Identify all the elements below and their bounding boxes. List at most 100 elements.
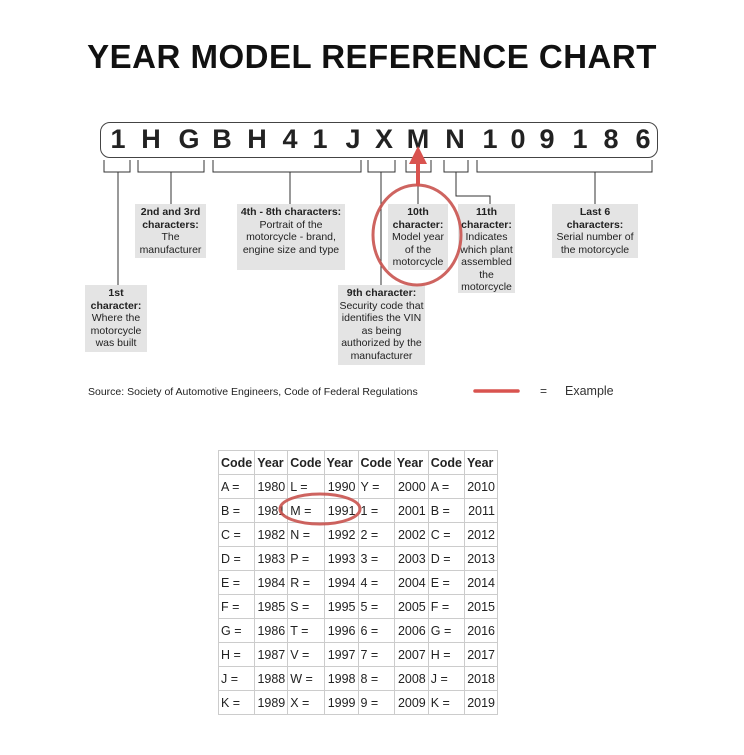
vin-character: H xyxy=(141,124,161,154)
header-year: Year xyxy=(323,450,359,475)
code-cell: F = xyxy=(217,594,256,619)
table-row: A = 1980 L = 1990 Y = 2000 A = 2010 xyxy=(217,474,498,499)
table-row: G = 1986 T = 1996 6 = 2006 G = 2016 xyxy=(217,618,498,643)
code-cell: W = xyxy=(287,666,325,691)
code-cell: H = xyxy=(427,642,466,667)
year-cell: 1992 xyxy=(323,522,359,547)
year-cell: 1983 xyxy=(254,546,289,571)
year-cell: 1995 xyxy=(323,594,359,619)
table-row: J = 1988 W = 1998 8 = 2008 J = 2018 xyxy=(217,666,498,691)
year-cell: 1982 xyxy=(254,522,289,547)
code-cell: 8 = xyxy=(357,666,395,691)
code-cell: L = xyxy=(287,474,325,499)
legend-example-label: Example xyxy=(565,384,614,398)
code-cell: D = xyxy=(427,546,466,571)
year-cell: 2014 xyxy=(464,570,498,595)
year-cell: 2007 xyxy=(393,642,429,667)
table-row: E = 1984 R = 1994 4 = 2004 E = 2014 xyxy=(217,570,498,595)
source-note: Source: Society of Automotive Engineers,… xyxy=(88,386,418,398)
code-cell: 7 = xyxy=(357,642,395,667)
table-row: H = 1987 V = 1997 7 = 2007 H = 2017 xyxy=(217,642,498,667)
year-cell: 2008 xyxy=(393,666,429,691)
label-9th-character: 9th character: Security code that identif… xyxy=(338,285,425,365)
year-cell: 2011 xyxy=(464,498,498,523)
code-cell: A = xyxy=(217,474,256,499)
year-cell: 2017 xyxy=(464,642,498,667)
code-cell: Y = xyxy=(357,474,395,499)
code-cell: 5 = xyxy=(357,594,395,619)
year-cell: 1987 xyxy=(254,642,289,667)
year-cell: 2012 xyxy=(464,522,498,547)
label-1st-character: 1st character: Where the motorcycle was b… xyxy=(85,285,147,352)
year-cell: 2009 xyxy=(393,690,429,715)
code-cell: A = xyxy=(427,474,466,499)
year-cell: 1986 xyxy=(254,618,289,643)
code-cell: T = xyxy=(287,618,325,643)
vin-character: X xyxy=(374,124,394,154)
code-cell: E = xyxy=(217,570,256,595)
year-cell: 2013 xyxy=(464,546,498,571)
year-cell: 1997 xyxy=(323,642,359,667)
code-cell: J = xyxy=(217,666,256,691)
table-row: B = 1981 M = 1991 1 = 2001 B = 2011 xyxy=(217,498,498,523)
table-row: D = 1983 P = 1993 3 = 2003 D = 2013 xyxy=(217,546,498,571)
code-cell: F = xyxy=(427,594,466,619)
year-cell: 2019 xyxy=(464,690,498,715)
header-year: Year xyxy=(393,450,429,475)
code-cell: P = xyxy=(287,546,325,571)
label-11th-character: 11th character: Indicates which plant ass… xyxy=(458,204,515,293)
year-cell: 2018 xyxy=(464,666,498,691)
code-cell: C = xyxy=(217,522,256,547)
code-cell: B = xyxy=(217,498,256,523)
vin-character: 1 xyxy=(312,124,328,154)
code-cell: D = xyxy=(217,546,256,571)
code-cell: G = xyxy=(427,618,466,643)
label-last-6-characters: Last 6 characters: Serial number of the m… xyxy=(552,204,638,258)
code-cell: J = xyxy=(427,666,466,691)
label-10th-character: 10th character: Model year of the motorcy… xyxy=(388,204,448,270)
year-cell: 2003 xyxy=(393,546,429,571)
year-code-table: Code Year Code Year Code Year Code Year A = 1980… xyxy=(217,450,498,715)
vin-character: H xyxy=(247,124,267,154)
vin-character: G xyxy=(178,124,200,154)
vin-box xyxy=(100,122,658,158)
legend-equals: = xyxy=(540,384,548,398)
code-cell: 1 = xyxy=(357,498,395,523)
vin-character: B xyxy=(212,124,232,154)
bracket-last6 xyxy=(476,160,653,204)
year-cell: 1989 xyxy=(254,690,289,715)
year-cell: 1981 xyxy=(254,498,289,523)
year-cell: 1993 xyxy=(323,546,359,571)
code-cell: M = xyxy=(287,498,325,523)
year-cell: 1999 xyxy=(323,690,359,715)
vin-character: 1 xyxy=(110,124,126,154)
header-code: Code xyxy=(287,450,325,475)
vin-character: N xyxy=(445,124,465,154)
vin-character: 1 xyxy=(482,124,498,154)
vin-character: 6 xyxy=(635,124,651,154)
year-cell: 1998 xyxy=(323,666,359,691)
code-cell: G = xyxy=(217,618,256,643)
vin-character: 4 xyxy=(282,124,298,154)
code-cell: X = xyxy=(287,690,325,715)
bracket-10th xyxy=(405,160,432,204)
year-cell: 2000 xyxy=(393,474,429,499)
year-cell: 1984 xyxy=(254,570,289,595)
code-cell: H = xyxy=(217,642,256,667)
code-cell: R = xyxy=(287,570,325,595)
year-cell: 1980 xyxy=(254,474,289,499)
vin-character: 0 xyxy=(510,124,526,154)
code-cell: N = xyxy=(287,522,325,547)
year-cell: 2001 xyxy=(393,498,429,523)
year-cell: 2010 xyxy=(464,474,498,499)
year-cell: 1991 xyxy=(323,498,359,523)
label-2nd-3rd-characters: 2nd and 3rd characters: The manufacturer xyxy=(135,204,206,258)
year-cell: 2002 xyxy=(393,522,429,547)
vin-character: 1 xyxy=(572,124,588,154)
bracket-11th xyxy=(443,160,491,204)
code-cell: 4 = xyxy=(357,570,395,595)
table-header-row: Code Year Code Year Code Year Code Year xyxy=(217,450,498,475)
header-code: Code xyxy=(217,450,256,475)
